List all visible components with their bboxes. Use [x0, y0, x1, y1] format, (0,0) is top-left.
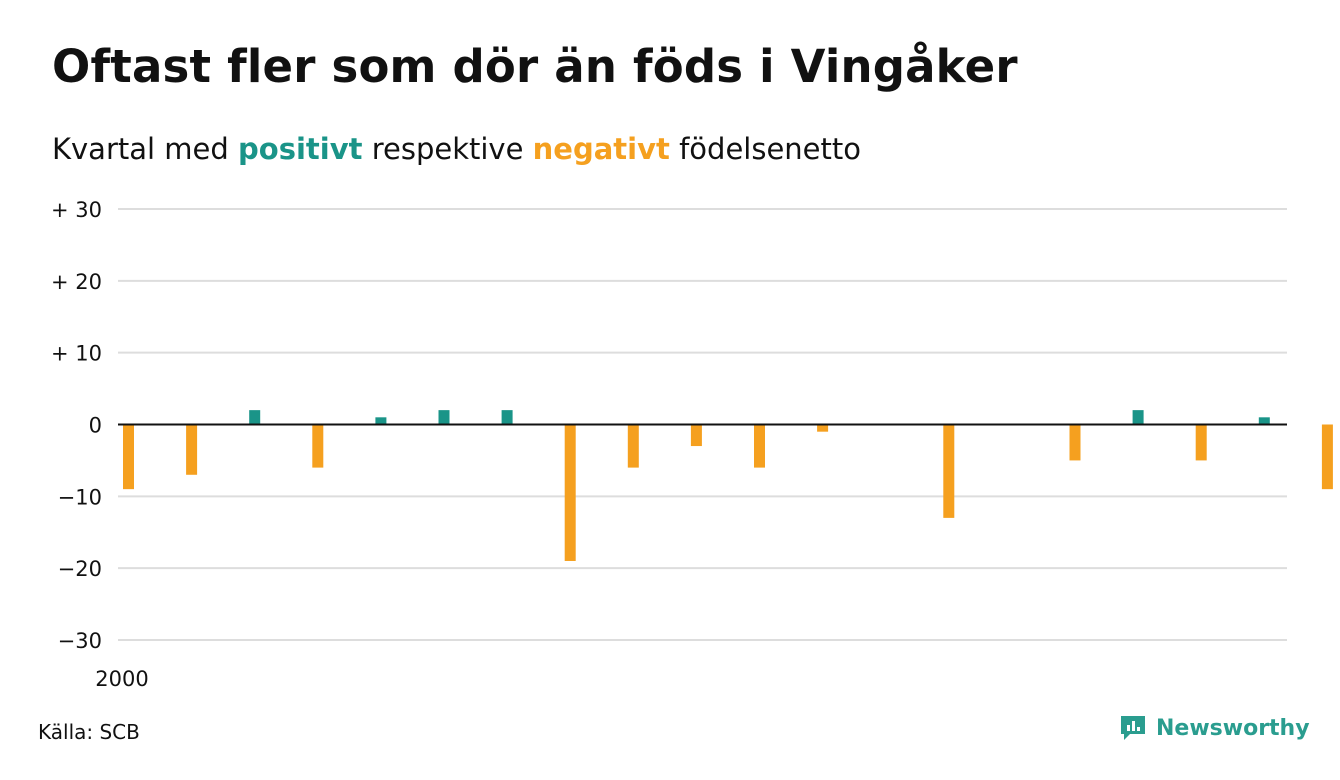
y-tick-label: −20	[58, 557, 102, 581]
bar-positive	[375, 417, 387, 425]
bar-negative	[1069, 424, 1081, 461]
bar-positive	[1132, 410, 1144, 425]
subtitle-middle: respektive	[371, 132, 524, 166]
subtitle-suffix: födelsenetto	[679, 132, 861, 166]
y-tick-label: −10	[58, 485, 102, 509]
y-tick-label: −30	[58, 629, 102, 653]
bar-positive	[1258, 417, 1270, 425]
brand-label: Newsworthy	[1156, 715, 1310, 741]
newsworthy-logo-icon	[1121, 716, 1145, 740]
y-tick-label: 0	[89, 414, 102, 438]
subtitle-positive-label: positivt	[238, 132, 363, 166]
bar-negative	[754, 424, 765, 468]
bar-negative	[817, 424, 829, 432]
y-tick-label: + 30	[51, 198, 102, 222]
chart-title: Oftast fler som dör än föds i Vingåker	[52, 40, 1018, 93]
bar-negative	[1321, 424, 1333, 490]
bar-positive	[501, 410, 513, 425]
bar-negative	[627, 424, 639, 468]
bar-negative	[312, 424, 324, 468]
bar-positive	[249, 410, 261, 425]
bar-negative	[123, 424, 134, 490]
bar-negative	[690, 424, 702, 447]
x-tick-label: 2000	[95, 667, 148, 691]
chart-subtitle: Kvartal med positivt respektive negativt…	[52, 132, 861, 166]
subtitle-negative-label: negativt	[532, 132, 670, 166]
source-note: Källa: SCB	[38, 720, 140, 744]
y-tick-label: + 20	[51, 270, 102, 294]
y-tick-label: + 10	[51, 342, 102, 366]
bar-negative	[943, 424, 955, 518]
bar-negative	[1195, 424, 1207, 461]
subtitle-prefix: Kvartal med	[52, 132, 229, 166]
bar-positive	[438, 410, 450, 425]
bar-negative	[186, 424, 198, 475]
newsworthy-brand: Newsworthy	[1118, 713, 1310, 743]
bar-negative	[564, 424, 576, 561]
